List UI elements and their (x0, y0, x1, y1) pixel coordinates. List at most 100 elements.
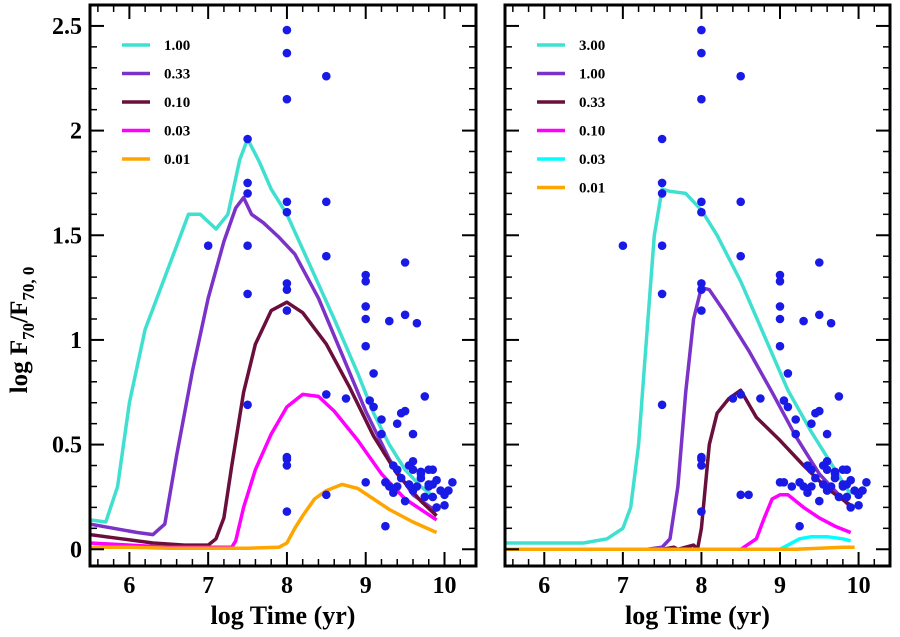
left-data-point (243, 241, 252, 250)
left-data-point (424, 480, 434, 489)
left-data-point (416, 469, 426, 479)
left-data-point (400, 406, 410, 416)
left-data-point (400, 496, 410, 506)
y-axis-label-mid: /F (6, 301, 33, 324)
right-legend-label-1: 1.00 (579, 67, 605, 83)
right-series-line-5 (505, 545, 855, 552)
right-data-point (803, 461, 812, 470)
right-data-point (697, 94, 706, 104)
left-legend-label-1: 0.33 (164, 67, 190, 83)
left-data-point (408, 465, 418, 475)
right-data-point (815, 310, 824, 320)
left-x-tick-label: 8 (281, 573, 293, 599)
left-data-point (282, 94, 292, 104)
right-data-point (657, 289, 667, 299)
right-x-tick-label: 7 (617, 573, 629, 599)
right-x-tick-label: 8 (695, 573, 707, 599)
right-data-point (846, 475, 855, 485)
right-data-point (697, 48, 706, 58)
right-data-point (854, 501, 863, 510)
right-data-point (822, 457, 832, 466)
right-data-point (779, 396, 789, 405)
left-plot-frame (88, 3, 478, 568)
left-y-tick-label: 1 (70, 328, 82, 354)
left-data-point (432, 503, 441, 512)
right-data-point (826, 318, 836, 328)
left-data-point (377, 415, 386, 424)
left-data-point (203, 241, 213, 250)
left-data-point (400, 310, 410, 320)
right-data-point (657, 134, 667, 144)
right-data-point (858, 486, 867, 495)
right-data-point (618, 241, 628, 250)
left-data-point (243, 178, 252, 188)
right-data-point (736, 490, 745, 500)
right-data-point (728, 394, 738, 403)
left-data-point (282, 306, 292, 315)
right-axes: 6 7 8 9 10 (503, 3, 892, 599)
right-data-point (657, 400, 667, 410)
left-x-tick-label: 10 (432, 573, 456, 599)
left-data-point (282, 461, 292, 470)
left-data-point (365, 396, 375, 405)
right-x-tick-label: 10 (847, 573, 871, 599)
right-data-point (697, 207, 706, 217)
left-data-point (412, 318, 422, 328)
left-data-point (361, 277, 371, 286)
right-data-point (775, 314, 785, 324)
right-data-point (697, 461, 706, 470)
left-data-point (377, 429, 386, 439)
left-axes: 6 7 8 9 10 0 0.5 1 1.5 2 2.5 (52, 3, 478, 599)
left-legend-label-4: 0.01 (164, 152, 190, 168)
left-y-tick-label: 2.5 (52, 14, 82, 40)
left-data-point (396, 473, 406, 483)
left-data-point (322, 490, 331, 500)
left-x-tick-label: 7 (202, 573, 214, 599)
right-data-point (783, 369, 793, 378)
left-data-point (428, 465, 438, 475)
y-axis-label-sub2: 70, 0 (19, 267, 38, 301)
right-data-point (807, 482, 816, 491)
left-data-point (322, 390, 331, 399)
left-data-point (420, 392, 430, 401)
left-data-point (282, 48, 292, 58)
right-data-point (775, 341, 785, 351)
right-legend: 3.00 1.00 0.33 0.10 0.03 0.01 (537, 38, 605, 197)
left-data-point (428, 492, 438, 502)
left-x-axis-label: log Time (yr) (211, 601, 356, 630)
left-data-point (361, 270, 371, 280)
left-data-point (361, 478, 371, 487)
right-data-point (657, 178, 667, 188)
left-series-line-2 (90, 300, 438, 547)
left-data-point (385, 316, 394, 326)
right-data-point (783, 402, 793, 412)
left-data-point (444, 486, 453, 495)
left-data-point (389, 488, 398, 498)
right-data-point (811, 473, 820, 483)
left-data-point (282, 279, 292, 288)
right-data-point (830, 469, 840, 479)
right-x-tick-label: 9 (774, 573, 786, 599)
left-series-line-4 (90, 482, 438, 550)
right-series-layer (505, 187, 855, 552)
right-data-point (822, 486, 832, 495)
left-data-point (282, 454, 292, 464)
right-data-point (822, 465, 832, 475)
left-data-point (361, 302, 371, 311)
right-scatter-layer (618, 25, 871, 531)
right-data-point (697, 279, 706, 288)
right-data-point (815, 258, 824, 267)
right-data-point (799, 482, 808, 491)
right-data-point (775, 302, 785, 311)
right-data-point (736, 251, 745, 261)
right-data-point (697, 454, 706, 464)
right-data-point (657, 241, 667, 250)
right-data-point (815, 406, 824, 416)
right-data-point (779, 478, 789, 487)
right-data-point (834, 392, 844, 401)
right-data-point (815, 496, 824, 506)
left-data-point (322, 251, 331, 261)
left-data-point (389, 461, 398, 470)
